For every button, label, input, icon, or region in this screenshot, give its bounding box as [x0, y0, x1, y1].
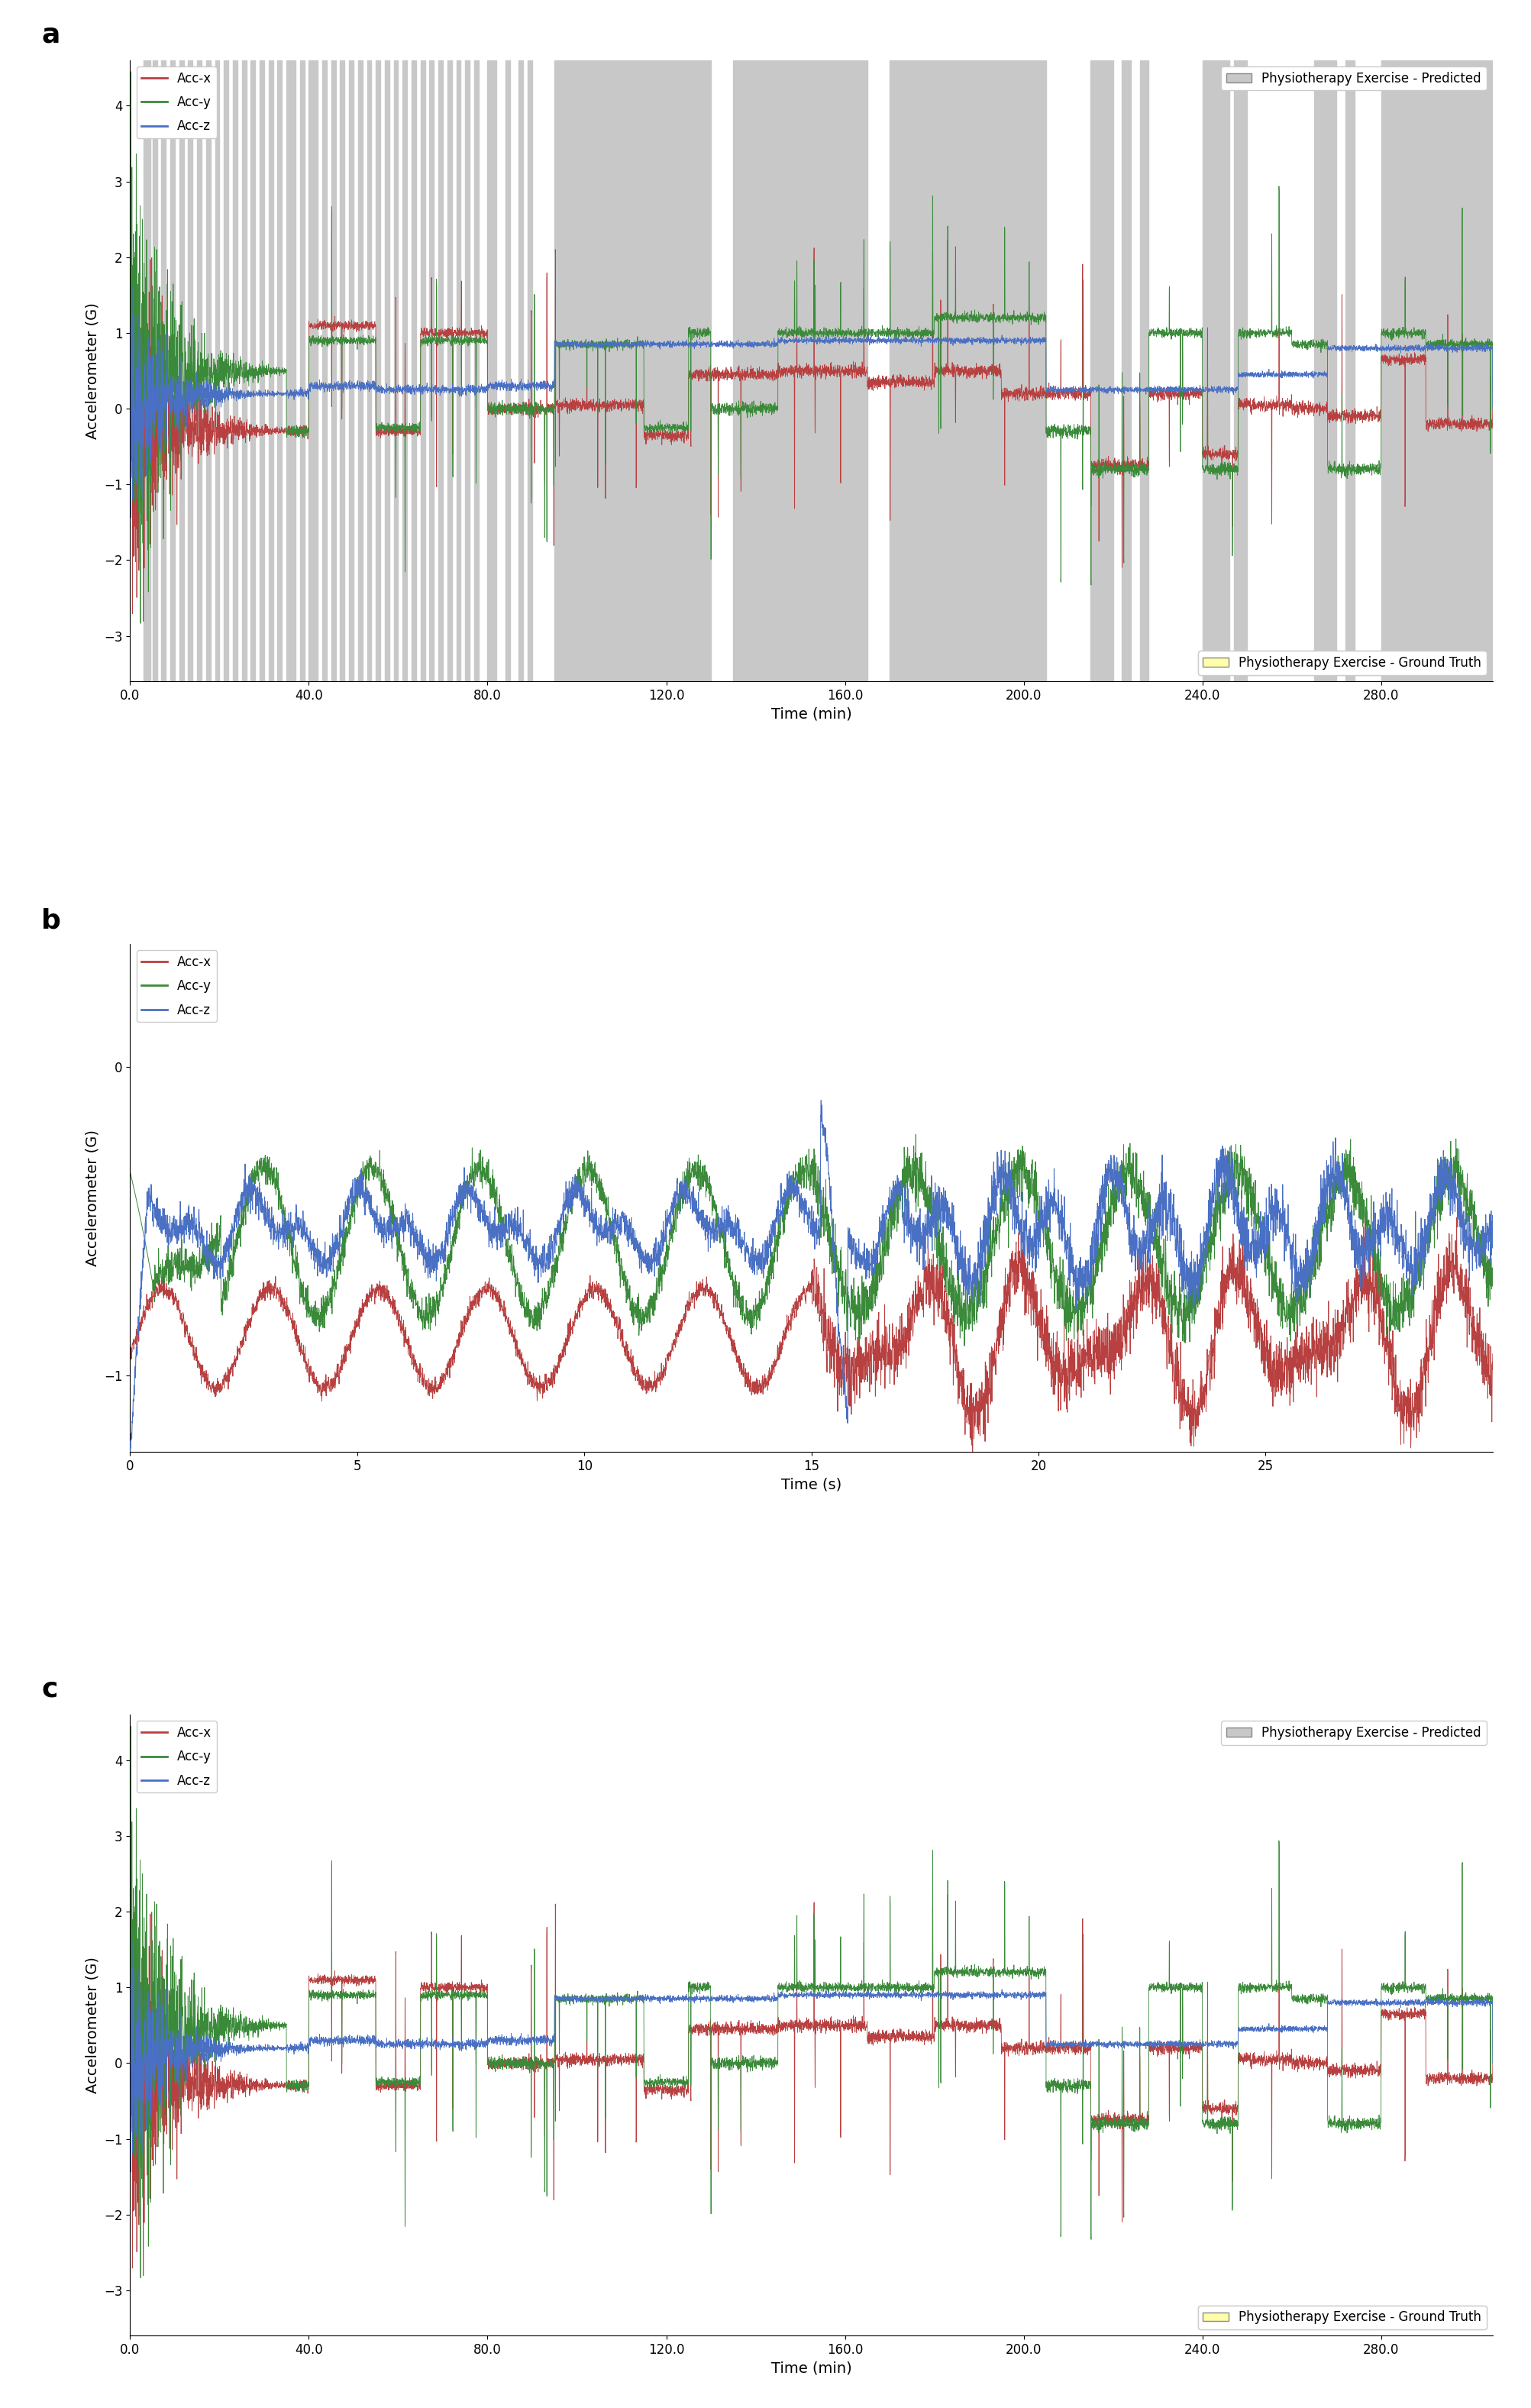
Bar [277, 60, 282, 681]
Bar [268, 60, 273, 681]
Legend: Physiotherapy Exercise - Ground Truth: Physiotherapy Exercise - Ground Truth [1197, 650, 1487, 674]
Bar [358, 60, 363, 681]
Bar [1314, 60, 1337, 681]
X-axis label: Time (min): Time (min) [772, 2362, 851, 2377]
Bar [447, 60, 452, 681]
Bar [331, 60, 335, 681]
Text: b: b [41, 908, 61, 934]
Bar [309, 60, 318, 681]
Bar [1234, 60, 1248, 681]
Bar [412, 60, 416, 681]
Bar [475, 60, 479, 681]
Bar [144, 60, 150, 681]
Y-axis label: Accelerometer (G): Accelerometer (G) [86, 1958, 100, 2093]
Y-axis label: Accelerometer (G): Accelerometer (G) [86, 1129, 100, 1267]
Bar [1139, 60, 1148, 681]
Bar [251, 60, 256, 681]
Bar [384, 60, 389, 681]
Bar [505, 60, 510, 681]
Bar [300, 60, 305, 681]
Bar [1202, 60, 1229, 681]
Bar [197, 60, 202, 681]
Bar [733, 60, 867, 681]
Bar [375, 60, 380, 681]
Bar [153, 60, 158, 681]
Text: a: a [41, 22, 60, 48]
Bar [214, 60, 219, 681]
Bar [322, 60, 326, 681]
Legend: Acc-x, Acc-y, Acc-z: Acc-x, Acc-y, Acc-z [136, 951, 217, 1021]
Bar [465, 60, 470, 681]
Bar [161, 60, 165, 681]
Bar [403, 60, 407, 681]
X-axis label: Time (s): Time (s) [781, 1479, 842, 1493]
Bar [170, 60, 175, 681]
Bar [1381, 60, 1493, 681]
Bar [487, 60, 496, 681]
Bar [179, 60, 184, 681]
Bar [349, 60, 354, 681]
Bar [430, 60, 433, 681]
Bar [1090, 60, 1113, 681]
Bar [554, 60, 710, 681]
Bar [438, 60, 442, 681]
Text: c: c [41, 1676, 58, 1702]
Bar [233, 60, 237, 681]
X-axis label: Time (min): Time (min) [772, 706, 851, 722]
Bar [340, 60, 344, 681]
Bar [421, 60, 426, 681]
Bar [242, 60, 246, 681]
Bar [528, 60, 533, 681]
Bar [260, 60, 265, 681]
Bar [207, 60, 211, 681]
Legend: Physiotherapy Exercise - Ground Truth: Physiotherapy Exercise - Ground Truth [1197, 2304, 1487, 2329]
Bar [367, 60, 372, 681]
Bar [224, 60, 228, 681]
Bar [519, 60, 524, 681]
Bar [1346, 60, 1355, 681]
Bar [188, 60, 193, 681]
Y-axis label: Accelerometer (G): Accelerometer (G) [86, 303, 100, 438]
Bar [456, 60, 461, 681]
Bar [393, 60, 398, 681]
Bar [890, 60, 1046, 681]
Bar [286, 60, 295, 681]
Bar [1122, 60, 1131, 681]
